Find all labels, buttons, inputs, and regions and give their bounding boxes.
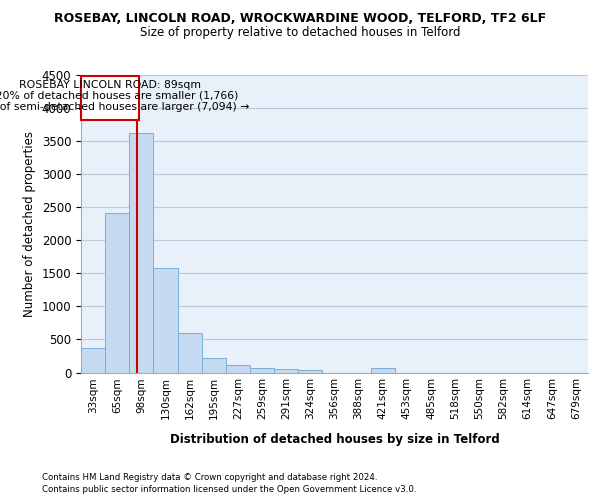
Bar bbox=[274, 369, 298, 372]
Bar bbox=[226, 365, 250, 372]
Bar bbox=[250, 368, 274, 372]
Bar bbox=[105, 212, 129, 372]
Bar bbox=[154, 268, 178, 372]
Bar bbox=[371, 368, 395, 372]
FancyBboxPatch shape bbox=[81, 76, 139, 120]
Text: ← 20% of detached houses are smaller (1,766): ← 20% of detached houses are smaller (1,… bbox=[0, 90, 238, 100]
Y-axis label: Number of detached properties: Number of detached properties bbox=[23, 130, 36, 317]
Text: Contains HM Land Registry data © Crown copyright and database right 2024.: Contains HM Land Registry data © Crown c… bbox=[42, 472, 377, 482]
Text: Distribution of detached houses by size in Telford: Distribution of detached houses by size … bbox=[170, 432, 500, 446]
Bar bbox=[202, 358, 226, 372]
Text: Contains public sector information licensed under the Open Government Licence v3: Contains public sector information licen… bbox=[42, 485, 416, 494]
Text: ROSEBAY, LINCOLN ROAD, WROCKWARDINE WOOD, TELFORD, TF2 6LF: ROSEBAY, LINCOLN ROAD, WROCKWARDINE WOOD… bbox=[54, 12, 546, 26]
Text: 80% of semi-detached houses are larger (7,094) →: 80% of semi-detached houses are larger (… bbox=[0, 102, 249, 112]
Bar bbox=[178, 334, 202, 372]
Text: Size of property relative to detached houses in Telford: Size of property relative to detached ho… bbox=[140, 26, 460, 39]
Bar bbox=[129, 133, 154, 372]
Bar bbox=[298, 370, 322, 372]
Text: ROSEBAY LINCOLN ROAD: 89sqm: ROSEBAY LINCOLN ROAD: 89sqm bbox=[19, 80, 201, 90]
Bar bbox=[81, 348, 105, 372]
